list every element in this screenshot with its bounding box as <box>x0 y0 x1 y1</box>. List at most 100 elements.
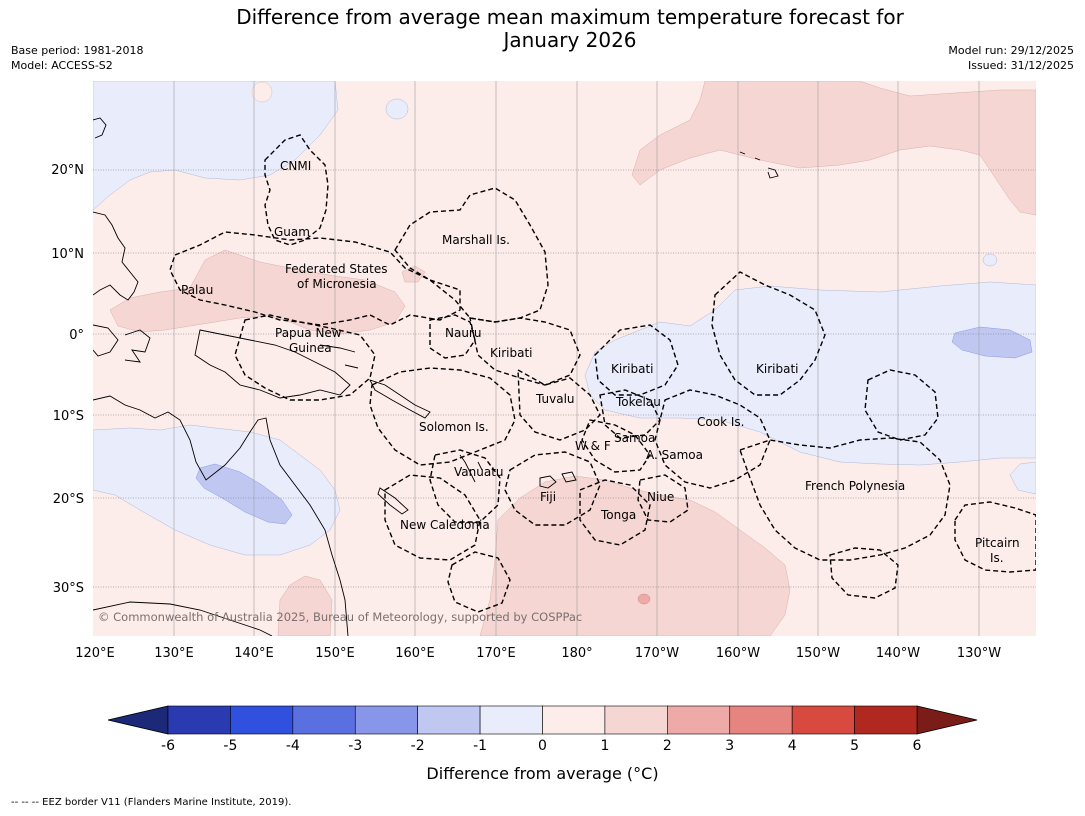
eez-borders <box>169 134 1036 613</box>
colorbar-segment <box>542 705 606 735</box>
anomaly-warm-spot <box>401 265 426 283</box>
lat-label: 30°S <box>53 581 84 596</box>
eez-kiribati-w <box>469 317 581 386</box>
coast-new-guinea <box>194 329 351 399</box>
issued-date: Issued: 31/12/2025 <box>967 59 1074 72</box>
eez-micronesia <box>169 231 461 326</box>
label-tonga: Tonga <box>600 508 636 522</box>
label-nauru: Nauru <box>445 326 481 340</box>
eez-marquesas <box>864 369 939 441</box>
colorbar-segment <box>354 705 418 735</box>
coast-new-caledonia <box>377 487 409 515</box>
colorbar-label: Difference from average (°C) <box>426 764 659 783</box>
lat-label: 20°N <box>51 163 84 178</box>
coast-solomons <box>369 379 431 419</box>
model-info: Base period: 1981-2018 Model: ACCESS-S2 <box>11 43 143 73</box>
label-wf: W & F <box>575 439 611 453</box>
coastlines <box>93 117 779 636</box>
colorbar-ticks: -6 -5 -4 -3 -2 -1 0 1 2 3 4 5 6 <box>161 738 922 754</box>
colorbar-tick-label: 1 <box>600 738 609 754</box>
anomaly-warm-northeast <box>631 81 1036 216</box>
lat-label: 0° <box>69 328 84 343</box>
model-run: Model run: 29/12/2025 <box>948 44 1074 57</box>
lon-label: 170°W <box>635 646 679 661</box>
eez-png <box>234 314 376 401</box>
label-cnmi: CNMI <box>280 159 311 173</box>
base-period: Base period: 1981-2018 <box>11 44 144 57</box>
gridlines-lat <box>93 169 1036 588</box>
label-tokelau: Tokelau <box>615 395 661 409</box>
label-samoa: Samoa <box>614 431 655 445</box>
colorbar-segment <box>292 705 356 735</box>
gridlines <box>173 81 980 636</box>
colorbar-segment <box>417 705 481 735</box>
colorbar-segment <box>854 705 918 735</box>
eez-samoa <box>581 419 651 473</box>
label-tuvalu: Tuvalu <box>535 392 575 406</box>
title-line-2: January 2026 <box>503 28 637 52</box>
title-line-1: Difference from average mean maximum tem… <box>236 5 904 29</box>
map-title: Difference from average mean maximum tem… <box>200 6 940 52</box>
colorbar-segment <box>167 705 231 735</box>
label-kiribati-w: Kiribati <box>490 346 532 360</box>
coast-australia <box>93 395 349 636</box>
lon-label: 150°W <box>796 646 840 661</box>
label-marshall: Marshall Is. <box>442 233 510 247</box>
eez-solomon <box>369 367 516 466</box>
lon-label: 180° <box>561 646 592 661</box>
label-fiji: Fiji <box>540 490 556 504</box>
eez-fp <box>739 437 951 561</box>
colorbar-high-extension <box>916 705 978 735</box>
eez-cook <box>654 389 771 489</box>
label-png-2: Guinea <box>289 341 332 355</box>
eez-tokelau <box>599 389 661 439</box>
colorbar-tick-label: -6 <box>161 738 175 754</box>
colorbar-segment <box>729 705 793 735</box>
coast-sulawesi <box>124 329 151 363</box>
colorbar-tick-label: 4 <box>788 738 797 754</box>
label-vanuatu: Vanuatu <box>454 465 504 479</box>
coast-hawaii <box>739 151 779 179</box>
anomaly-cool-equatorial <box>584 281 1036 466</box>
lat-label: 20°S <box>53 492 84 507</box>
eez-niue <box>637 474 689 523</box>
label-kiribati-c: Kiribati <box>611 362 653 376</box>
colorbar-tick-label: -3 <box>348 738 362 754</box>
label-newcal: New Caledonia <box>400 518 490 532</box>
colorbar-segment <box>479 705 543 735</box>
label-fsm-2: of Micronesia <box>297 277 377 291</box>
colorbar-segment <box>791 705 855 735</box>
coast-fiji <box>539 471 577 489</box>
anomaly-cool-spot-n2 <box>251 81 273 103</box>
label-niue: Niue <box>647 490 674 504</box>
colorbar-segment <box>667 705 731 735</box>
coast-philippines <box>93 211 139 301</box>
eez-nauru <box>429 314 476 359</box>
colorbar-tick-label: -5 <box>223 738 237 754</box>
lat-label: 10°N <box>51 247 84 262</box>
eez-vanuatu <box>429 449 501 523</box>
label-guam: Guam <box>274 225 310 239</box>
model-name: Model: ACCESS-S2 <box>11 59 113 72</box>
label-asamoa: A. Samoa <box>646 448 703 462</box>
lat-axis-labels: 20°N 10°N 0° 10°S 20°S 30°S <box>51 163 84 596</box>
coast-vanuatu <box>459 454 483 483</box>
label-fsm-1: Federated States <box>285 262 387 276</box>
anomaly-warm-south-central <box>479 475 791 636</box>
eez-cnmi <box>264 134 329 246</box>
lon-label: 120°E <box>75 646 115 661</box>
colorbar-tick-label: 3 <box>725 738 734 754</box>
colorbar-tick-label: -2 <box>411 738 425 754</box>
eez-tuvalu <box>517 368 601 441</box>
lon-label: 170°E <box>476 646 516 661</box>
label-png-1: Papua New <box>275 326 342 340</box>
lon-label: 160°E <box>395 646 435 661</box>
lon-label: 150°E <box>315 646 355 661</box>
colorbar-tick-label: 0 <box>538 738 547 754</box>
eez-norfolk <box>447 551 511 613</box>
colorbar-segments <box>167 705 918 735</box>
colorbar-tick-label: -1 <box>473 738 487 754</box>
lon-label: 160°W <box>716 646 760 661</box>
anomaly-cool-edge-east <box>1009 461 1036 495</box>
